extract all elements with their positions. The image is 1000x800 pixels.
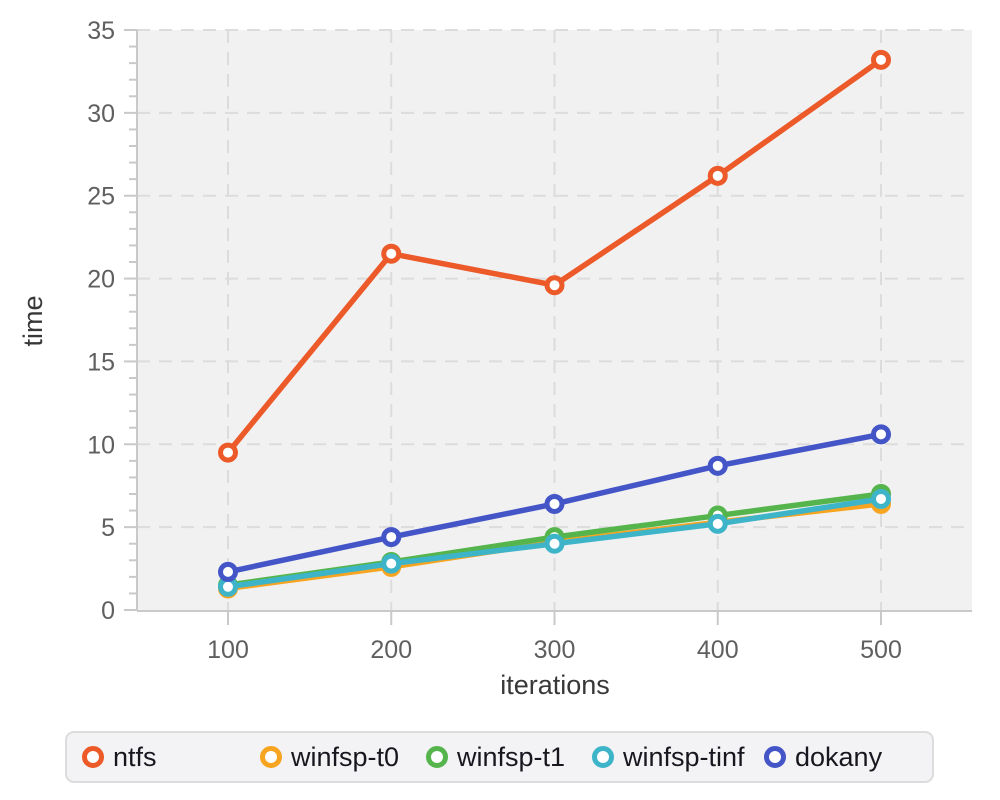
x-axis-title: iterations xyxy=(500,670,610,700)
legend-label: winfsp-t1 xyxy=(457,741,566,772)
x-tick-label: 100 xyxy=(207,636,249,664)
y-tick-label: 25 xyxy=(87,183,115,211)
y-tick-label: 35 xyxy=(87,17,115,45)
legend-item-winfsp-t1: winfsp-t1 xyxy=(426,733,565,781)
data-point-ntfs xyxy=(707,165,728,186)
data-point-winfsp-tinf xyxy=(707,513,728,534)
data-point-winfsp-tinf xyxy=(871,488,891,509)
data-point-dokany xyxy=(871,424,891,445)
data-point-ntfs xyxy=(544,275,565,296)
legend-marker-icon xyxy=(426,746,448,768)
legend-item-ntfs: ntfs xyxy=(82,733,157,781)
line-chart: 0 5 10 15 20 25 30 35 100 200 300 400 500 time itera… xyxy=(18,17,972,700)
legend-marker-icon xyxy=(260,746,282,768)
legend-marker-icon xyxy=(592,746,614,768)
legend-label: ntfs xyxy=(113,741,157,772)
x-tick-label: 400 xyxy=(697,636,739,664)
data-point-ntfs xyxy=(218,442,238,463)
legend-marker-icon xyxy=(82,746,104,768)
legend-marker-icon xyxy=(764,746,786,768)
chart-legend: ntfs winfsp-t0 winfsp-t1 winfsp-tinf dokany xyxy=(65,731,934,783)
legend-label: winfsp-tinf xyxy=(623,741,745,772)
data-point-dokany xyxy=(381,527,402,548)
y-tick-label: 5 xyxy=(101,514,115,542)
x-tick-label: 500 xyxy=(860,636,902,664)
y-axis-title: time xyxy=(18,295,48,346)
y-tick-label: 30 xyxy=(87,100,115,128)
legend-item-dokany: dokany xyxy=(764,733,882,781)
x-tick-label: 300 xyxy=(534,636,576,664)
data-point-winfsp-tinf xyxy=(544,533,565,554)
data-point-dokany xyxy=(707,455,728,476)
y-tick-label: 15 xyxy=(87,348,115,376)
data-point-dokany xyxy=(544,493,565,514)
data-point-dokany xyxy=(218,561,238,582)
legend-item-winfsp-tinf: winfsp-tinf xyxy=(592,733,745,781)
legend-label: dokany xyxy=(795,741,883,772)
y-tick-label: 20 xyxy=(87,266,115,294)
data-point-ntfs xyxy=(381,243,402,264)
y-tick-label: 0 xyxy=(101,597,115,625)
data-point-ntfs xyxy=(871,49,891,70)
data-point-winfsp-tinf xyxy=(381,553,402,574)
legend-item-winfsp-t0: winfsp-t0 xyxy=(260,733,399,781)
y-tick-label: 10 xyxy=(87,431,115,459)
legend-label: winfsp-t0 xyxy=(291,741,400,772)
x-tick-label: 200 xyxy=(370,636,412,664)
